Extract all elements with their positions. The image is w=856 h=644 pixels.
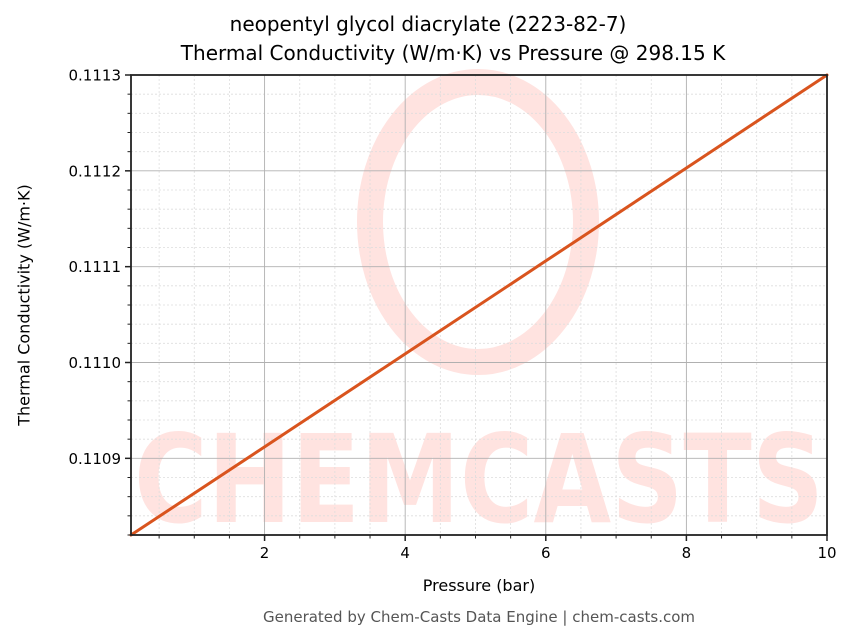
y-tick-label: 0.1113 <box>69 67 122 85</box>
y-tick-label: 0.1111 <box>69 258 122 276</box>
chart-subtitle: Thermal Conductivity (W/m·K) vs Pressure… <box>180 41 726 65</box>
y-axis-ticks: 0.1109 0.1110 0.1111 0.1112 0.1113 <box>69 67 131 536</box>
minor-grid <box>131 75 827 536</box>
x-tick-label: 4 <box>400 544 410 562</box>
watermark-swirl <box>357 69 599 375</box>
y-tick-label: 0.1112 <box>69 162 122 180</box>
x-tick-label: 2 <box>260 544 270 562</box>
watermark-text: CHEMCASTS <box>134 409 824 551</box>
x-tick-label: 6 <box>541 544 551 562</box>
x-tick-label: 8 <box>682 544 692 562</box>
watermark-logo: CHEMCASTS <box>134 69 824 551</box>
x-axis-label: Pressure (bar) <box>422 576 536 595</box>
y-tick-label: 0.1109 <box>69 450 122 468</box>
data-series <box>129 73 829 537</box>
y-axis-label: Thermal Conductivity (W/m·K) <box>14 184 34 426</box>
x-tick-label: 10 <box>817 544 836 562</box>
chart-title: neopentyl glycol diacrylate (2223-82-7) <box>229 12 627 36</box>
footer-credit: Generated by Chem-Casts Data Engine | ch… <box>262 608 696 626</box>
y-tick-label: 0.1110 <box>69 354 122 372</box>
series-line <box>129 73 829 537</box>
x-axis-ticks: 2 4 6 8 10 <box>158 535 837 562</box>
